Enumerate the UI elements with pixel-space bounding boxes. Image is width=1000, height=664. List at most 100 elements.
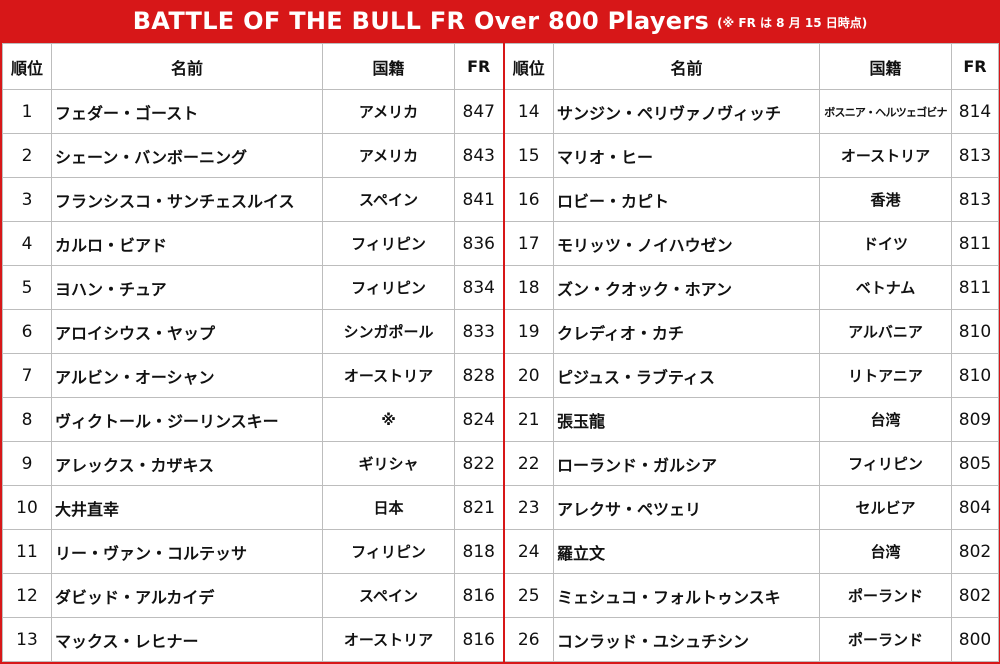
fr-cell: 843 — [454, 133, 504, 178]
country-cell: ギリシャ — [322, 441, 455, 486]
header-country: 国籍 — [322, 43, 455, 90]
ranking-table: 順位 名前 国籍 FR 順位 名前 国籍 FR 1 フェダー・ゴースト アメリカ 84… — [2, 43, 999, 662]
rank-cell: 23 — [502, 485, 554, 530]
table-header-row: 順位 名前 国籍 FR 順位 名前 国籍 FR — [2, 43, 999, 90]
table-row: 13 マックス・レヒナー オーストリア 816 26 コンラッド・ユシュチシン ポーランド 8… — [2, 617, 999, 662]
table-row: 9 アレックス・カザキス ギリシャ 822 22 ローランド・ガルシア フィリピン 805 — [2, 441, 999, 486]
player-name-cell: ズン・クオック・ホアン — [553, 265, 820, 310]
table-row: 2 シェーン・バンボーニング アメリカ 843 15 マリオ・ヒー オーストリア 813 — [2, 133, 999, 178]
fr-cell: 814 — [951, 89, 999, 134]
fr-cell: 816 — [454, 617, 504, 662]
header-fr: FR — [454, 43, 504, 90]
header-rank: 順位 — [502, 43, 554, 90]
player-name-cell: ロビー・カピト — [553, 177, 820, 222]
header-fr: FR — [951, 43, 999, 90]
table-row: 6 アロイシウス・ヤップ シンガポール 833 19 クレディオ・カチ アルバニア 810 — [2, 309, 999, 354]
table-row: 1 フェダー・ゴースト アメリカ 847 14 サンジン・ペリヴァノヴィッチ ボスニア・ヘル… — [2, 89, 999, 134]
player-name-cell: ダビッド・アルカイデ — [51, 573, 323, 618]
country-cell: ※ — [322, 397, 455, 442]
rank-cell: 17 — [502, 221, 554, 266]
country-cell: アルバニア — [819, 309, 952, 354]
header-rank: 順位 — [2, 43, 52, 90]
ranking-table-frame: 順位 名前 国籍 FR 順位 名前 国籍 FR 1 フェダー・ゴースト アメリカ 84… — [0, 41, 1000, 664]
country-cell: オーストリア — [322, 353, 455, 398]
player-name-cell: アルビン・オーシャン — [51, 353, 323, 398]
fr-cell: 841 — [454, 177, 504, 222]
fr-cell: 813 — [951, 177, 999, 222]
country-cell: セルビア — [819, 485, 952, 530]
country-cell: フィリピン — [322, 529, 455, 574]
player-name-cell: シェーン・バンボーニング — [51, 133, 323, 178]
page-title: BATTLE OF THE BULL FR Over 800 Players — [132, 6, 710, 35]
fr-cell: 818 — [454, 529, 504, 574]
rank-cell: 16 — [502, 177, 554, 222]
table-row: 11 リー・ヴァン・コルテッサ フィリピン 818 24 羅立文 台湾 802 — [2, 529, 999, 574]
fr-cell: 834 — [454, 265, 504, 310]
player-name-cell: 羅立文 — [553, 529, 820, 574]
player-name-cell: ヨハン・チュア — [51, 265, 323, 310]
rank-cell: 9 — [2, 441, 52, 486]
fr-cell: 811 — [951, 221, 999, 266]
country-cell: ベトナム — [819, 265, 952, 310]
rank-cell: 14 — [502, 89, 554, 134]
player-name-cell: コンラッド・ユシュチシン — [553, 617, 820, 662]
header-name: 名前 — [51, 43, 323, 90]
rank-cell: 20 — [502, 353, 554, 398]
fr-cell: 810 — [951, 309, 999, 354]
country-cell: 台湾 — [819, 529, 952, 574]
rank-cell: 4 — [2, 221, 52, 266]
rank-cell: 1 — [2, 89, 52, 134]
table-row: 5 ヨハン・チュア フィリピン 834 18 ズン・クオック・ホアン ベトナム 811 — [2, 265, 999, 310]
fr-cell: 824 — [454, 397, 504, 442]
rank-cell: 5 — [2, 265, 52, 310]
player-name-cell: リー・ヴァン・コルテッサ — [51, 529, 323, 574]
rank-cell: 24 — [502, 529, 554, 574]
fr-cell: 804 — [951, 485, 999, 530]
country-cell: スペイン — [322, 573, 455, 618]
fr-cell: 833 — [454, 309, 504, 354]
fr-cell: 800 — [951, 617, 999, 662]
country-cell: オーストリア — [819, 133, 952, 178]
country-cell: 香港 — [819, 177, 952, 222]
player-name-cell: 張玉龍 — [553, 397, 820, 442]
rank-cell: 22 — [502, 441, 554, 486]
country-cell: ポーランド — [819, 617, 952, 662]
country-cell: 日本 — [322, 485, 455, 530]
country-cell: アメリカ — [322, 133, 455, 178]
fr-cell: 847 — [454, 89, 504, 134]
fr-cell: 802 — [951, 573, 999, 618]
player-name-cell: ミェシュコ・フォルトゥンスキ — [553, 573, 820, 618]
fr-cell: 813 — [951, 133, 999, 178]
rank-cell: 3 — [2, 177, 52, 222]
table-row: 3 フランシスコ・サンチェスルイス スペイン 841 16 ロビー・カピト 香港 813 — [2, 177, 999, 222]
player-name-cell: ローランド・ガルシア — [553, 441, 820, 486]
country-cell: 台湾 — [819, 397, 952, 442]
table-body: 1 フェダー・ゴースト アメリカ 847 14 サンジン・ペリヴァノヴィッチ ボスニア・ヘル… — [2, 89, 999, 662]
player-name-cell: マックス・レヒナー — [51, 617, 323, 662]
rank-cell: 12 — [2, 573, 52, 618]
country-cell: リトアニア — [819, 353, 952, 398]
player-name-cell: アレックス・カザキス — [51, 441, 323, 486]
rank-cell: 26 — [502, 617, 554, 662]
country-cell: オーストリア — [322, 617, 455, 662]
header-country: 国籍 — [819, 43, 952, 90]
player-name-cell: モリッツ・ノイハウゼン — [553, 221, 820, 266]
country-cell: アメリカ — [322, 89, 455, 134]
fr-cell: 805 — [951, 441, 999, 486]
header-name: 名前 — [553, 43, 820, 90]
fr-cell: 836 — [454, 221, 504, 266]
fr-cell: 828 — [454, 353, 504, 398]
fr-cell: 802 — [951, 529, 999, 574]
country-cell: フィリピン — [322, 221, 455, 266]
player-name-cell: フランシスコ・サンチェスルイス — [51, 177, 323, 222]
fr-cell: 816 — [454, 573, 504, 618]
player-name-cell: アロイシウス・ヤップ — [51, 309, 323, 354]
rank-cell: 25 — [502, 573, 554, 618]
player-name-cell: クレディオ・カチ — [553, 309, 820, 354]
player-name-cell: アレクサ・ペツェリ — [553, 485, 820, 530]
rank-cell: 18 — [502, 265, 554, 310]
player-name-cell: マリオ・ヒー — [553, 133, 820, 178]
player-name-cell: サンジン・ペリヴァノヴィッチ — [553, 89, 820, 134]
rank-cell: 7 — [2, 353, 52, 398]
country-cell: フィリピン — [322, 265, 455, 310]
